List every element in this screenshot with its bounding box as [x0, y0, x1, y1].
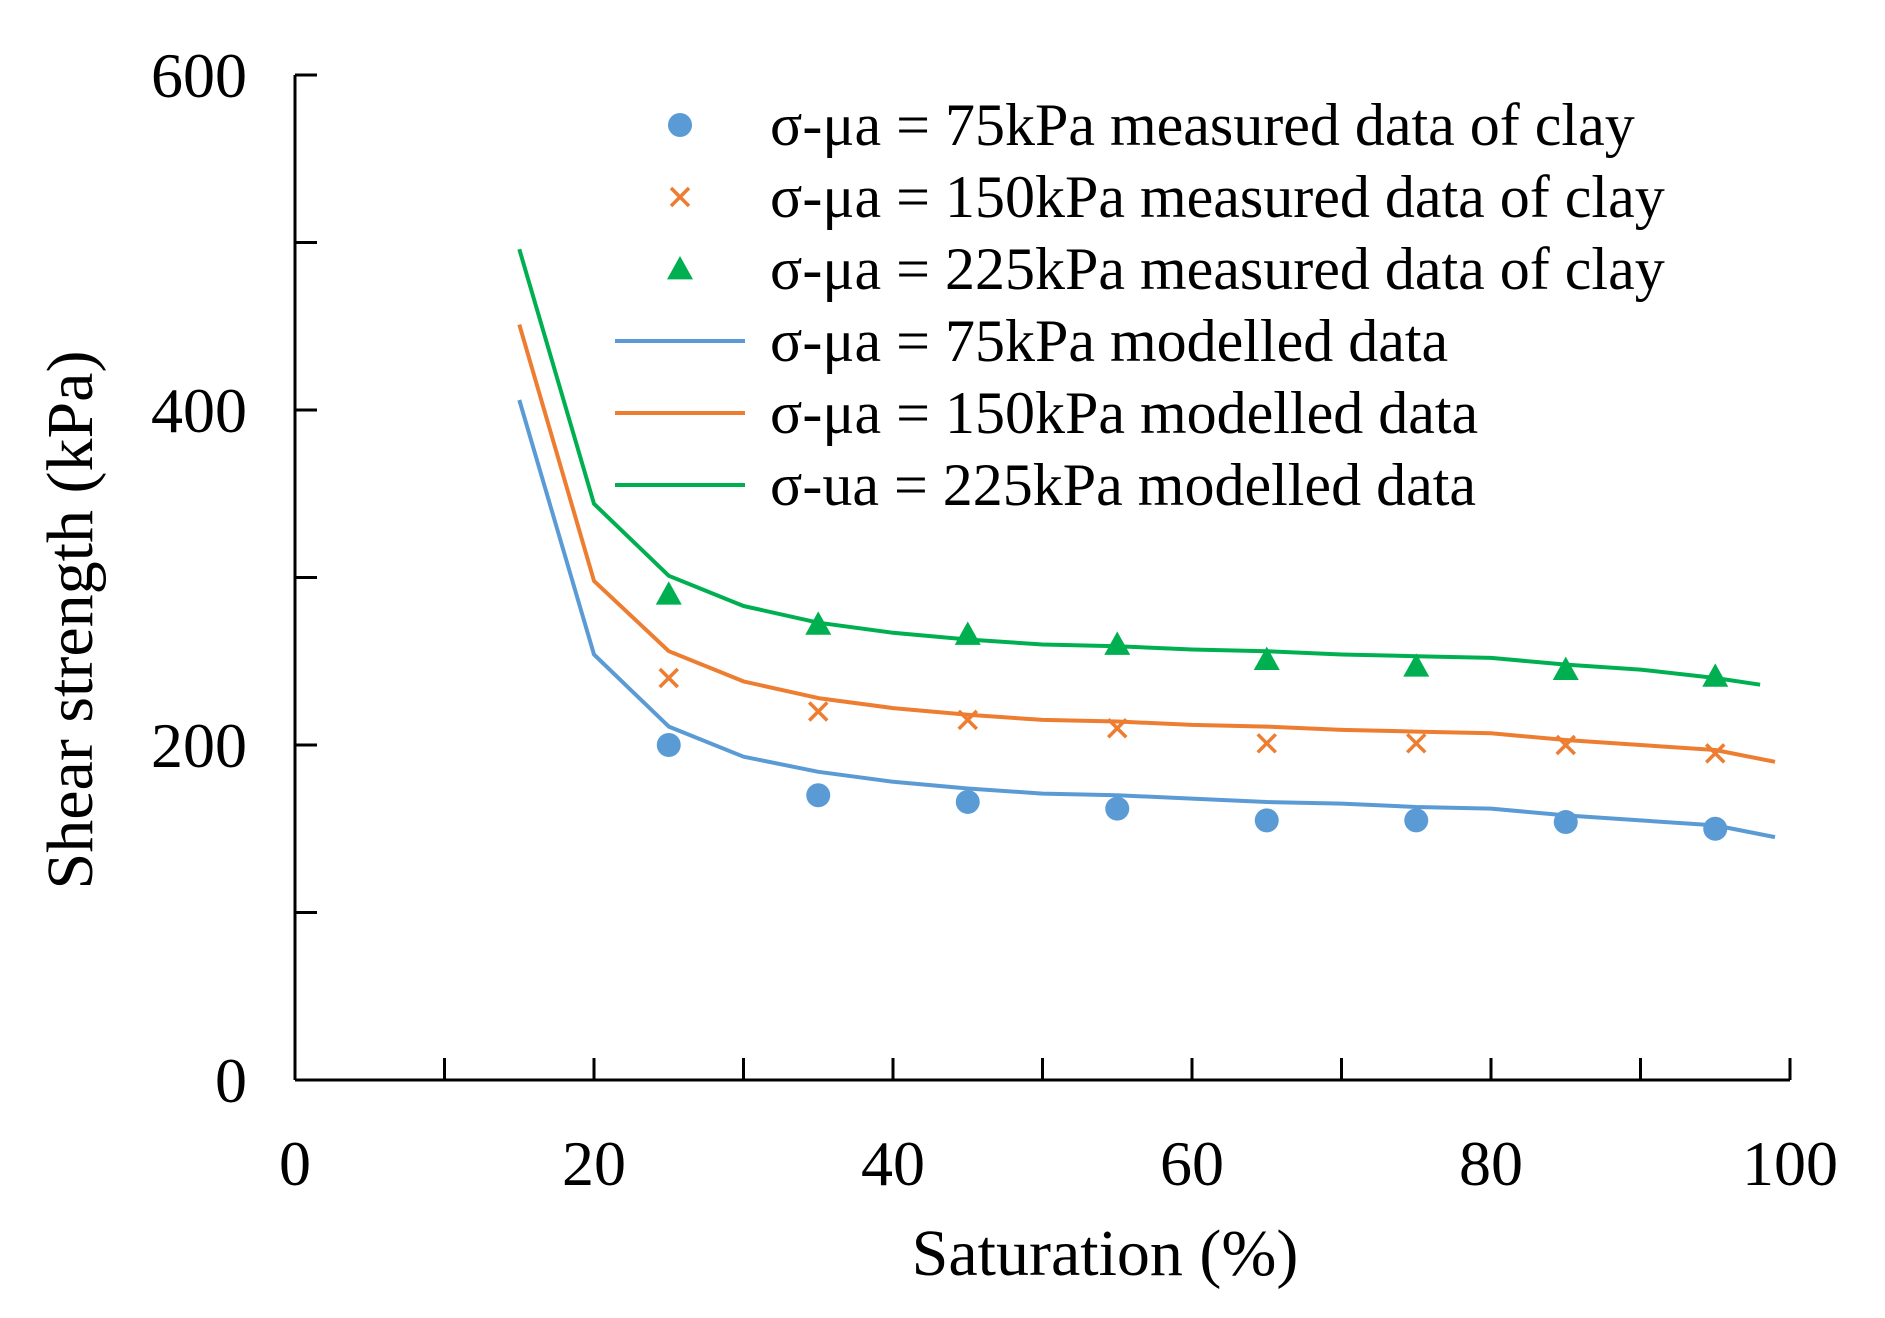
legend-label-5: σ-ua = 225kPa modelled data	[770, 452, 1476, 518]
measured-point-0	[955, 789, 980, 814]
measured-point-2	[1403, 653, 1430, 677]
x-tick-label: 60	[1160, 1128, 1224, 1199]
measured-point-2	[1702, 663, 1729, 687]
x-axis-title: Saturation (%)	[912, 1217, 1299, 1290]
y-tick-label: 600	[151, 40, 247, 111]
measured-point-1	[658, 667, 679, 689]
measured-point-2	[1552, 656, 1579, 681]
x-tick-label: 20	[562, 1128, 626, 1199]
measured-point-1	[1256, 733, 1277, 754]
legend-label-3: σ-μa = 75kPa modelled data	[770, 308, 1448, 374]
measured-point-0	[1703, 816, 1728, 841]
measured-point-2	[1253, 646, 1280, 670]
measured-point-2	[655, 581, 682, 605]
legend-label-4: σ-μa = 150kPa modelled data	[770, 380, 1478, 446]
measured-point-1	[808, 701, 829, 722]
legend-symbol-0	[668, 113, 692, 137]
y-axis-title: Shear strength (kPa)	[34, 351, 107, 890]
measured-point-0	[1254, 808, 1279, 833]
measured-point-1-stroke	[1555, 734, 1576, 756]
x-tick-label: 40	[861, 1128, 925, 1199]
y-tick-label: 400	[151, 375, 247, 446]
modelled-line-2	[517, 248, 1761, 687]
legend-label-2: σ-μa = 225kPa measured data of clay	[770, 236, 1665, 302]
measured-point-1	[1555, 734, 1576, 756]
measured-point-0	[1404, 808, 1429, 833]
modelled-line-1	[517, 324, 1776, 764]
measured-point-1	[1107, 718, 1128, 739]
measured-point-1	[1705, 743, 1726, 764]
measured-point-1-stroke	[658, 667, 679, 689]
measured-point-0	[656, 733, 681, 757]
legend-label-1: σ-μa = 150kPa measured data of clay	[770, 164, 1665, 230]
measured-point-2	[1104, 631, 1131, 655]
measured-point-1-stroke	[1705, 743, 1726, 764]
measured-point-0	[1105, 796, 1130, 821]
measured-point-1-stroke	[1107, 718, 1128, 739]
measured-point-2	[805, 611, 832, 635]
legend-symbol-1-stroke	[669, 186, 691, 208]
y-tick-label: 0	[215, 1045, 247, 1116]
x-tick-label: 100	[1742, 1128, 1838, 1199]
chart-axes: 0 20 40 60 80 100 0 200 400 600	[151, 40, 1838, 1199]
measured-point-0	[806, 783, 831, 808]
measured-point-1-stroke	[957, 709, 978, 731]
measured-point-1-stroke	[808, 701, 829, 722]
measured-point-2	[954, 621, 981, 645]
legend-symbol-2	[667, 256, 693, 280]
measured-point-1	[1406, 733, 1427, 754]
measured-points	[655, 581, 1729, 841]
modelled-line-0	[517, 399, 1776, 840]
legend-symbol-1	[669, 186, 691, 208]
measured-point-1-stroke	[1406, 733, 1427, 754]
modelled-lines	[517, 248, 1776, 840]
measured-point-0	[1553, 810, 1578, 835]
x-tick-label: 80	[1459, 1128, 1523, 1199]
legend-label-0: σ-μa = 75kPa measured data of clay	[770, 92, 1635, 158]
x-tick-label: 0	[279, 1128, 311, 1199]
measured-point-1-stroke	[1256, 733, 1277, 754]
y-tick-label: 200	[151, 710, 247, 781]
measured-point-1	[957, 709, 978, 731]
